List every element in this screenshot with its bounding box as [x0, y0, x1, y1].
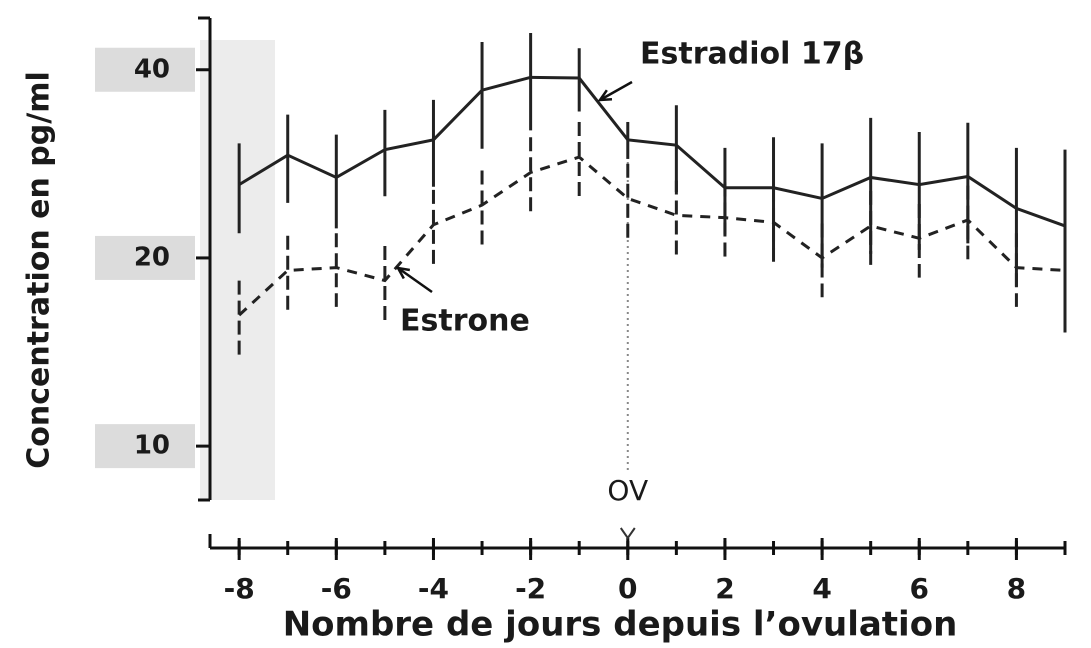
x-tick-label: 4 — [812, 572, 831, 605]
x-tick-label: -8 — [224, 572, 255, 605]
x-tick-label: -2 — [515, 572, 546, 605]
x-tick-label: 8 — [1007, 572, 1026, 605]
x-tick-label: -6 — [321, 572, 352, 605]
y-tick-label-bg — [95, 235, 195, 280]
label-arrow — [599, 80, 633, 102]
series-line — [238, 75, 1066, 228]
x-tick-label: -4 — [418, 572, 449, 605]
x-tick-label: 2 — [715, 572, 734, 605]
y-tick-label: 40 — [134, 54, 170, 84]
x-tick-label: 6 — [910, 572, 929, 605]
series-line — [238, 155, 1066, 317]
label-arrowhead — [395, 266, 411, 280]
y-tick-label-bg — [95, 47, 195, 92]
y-tick-label: 20 — [134, 242, 170, 272]
series-label: Estradiol 17β — [640, 37, 864, 72]
ovulation-label: OV — [607, 474, 648, 507]
label-arrow — [397, 266, 433, 294]
ovulation-arrow — [619, 527, 636, 540]
y-axis-label: Concentration en pg/ml — [22, 71, 57, 469]
x-axis-label: Nombre de jours depuis l’ovulation — [283, 605, 958, 645]
y-tick-label: 10 — [134, 431, 170, 461]
label-arrowhead — [597, 89, 613, 102]
shaded-band — [200, 40, 275, 500]
y-tick-label-bg — [95, 424, 195, 469]
series-label: Estrone — [400, 304, 530, 339]
x-tick-label: 0 — [618, 572, 637, 605]
